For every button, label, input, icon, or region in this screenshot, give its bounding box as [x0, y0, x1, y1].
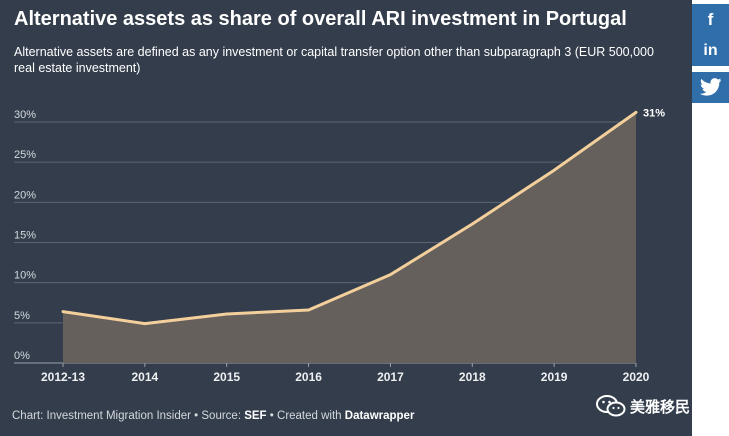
label-layer: 2012-13 2014 2015 2016 2017 2018 2019 2020 31%	[41, 107, 665, 384]
watermark-text: 美雅移民	[630, 397, 691, 416]
area-fill	[63, 112, 636, 363]
facebook-share-button[interactable]: f	[692, 4, 729, 35]
chart-title: Alternative assets as share of overall A…	[14, 8, 627, 30]
data-label: 31%	[643, 107, 665, 119]
twitter-icon	[699, 78, 721, 96]
footer-prefix: Chart: Investment Migration Insider • So…	[12, 410, 245, 422]
area-chart: 30%25%20%15%10%5%0% 2012-13 2014 2015 2016 2…	[14, 107, 665, 384]
linkedin-share-button[interactable]: in	[692, 35, 729, 66]
y-tick-label: 25%	[14, 149, 36, 161]
footer-tool[interactable]: Datawrapper	[344, 410, 415, 422]
y-tick-label: 15%	[14, 230, 36, 242]
linkedin-icon: in	[703, 42, 718, 59]
chart-card: Alternative assets as share of overall A…	[0, 0, 692, 436]
x-tick-label: 2012-13	[41, 370, 85, 384]
y-tick-label: 0%	[14, 350, 30, 362]
chart-subtitle: Alternative assets are defined as any in…	[14, 45, 654, 75]
watermark: 美雅移民	[596, 394, 690, 418]
wechat-icon	[596, 395, 626, 417]
chart-footer: Chart: Investment Migration Insider • So…	[12, 410, 414, 422]
x-tick-label: 2015	[213, 370, 240, 384]
x-tick-label: 2020	[623, 370, 650, 384]
facebook-icon: f	[707, 10, 714, 29]
x-tick-label: 2017	[377, 370, 404, 384]
x-tick-label: 2014	[132, 370, 159, 384]
x-tick-label: 2016	[295, 370, 322, 384]
y-tick-label: 20%	[14, 189, 36, 201]
series-line	[61, 110, 638, 326]
twitter-share-button[interactable]	[692, 72, 729, 103]
y-tick-label: 30%	[14, 109, 36, 121]
y-tick-label: 10%	[14, 270, 36, 282]
footer-source[interactable]: SEF	[244, 410, 267, 422]
x-tick-label: 2018	[459, 370, 486, 384]
x-tick-label: 2019	[541, 370, 568, 384]
y-tick-label: 5%	[14, 310, 30, 322]
footer-middle: • Created with	[266, 410, 345, 422]
